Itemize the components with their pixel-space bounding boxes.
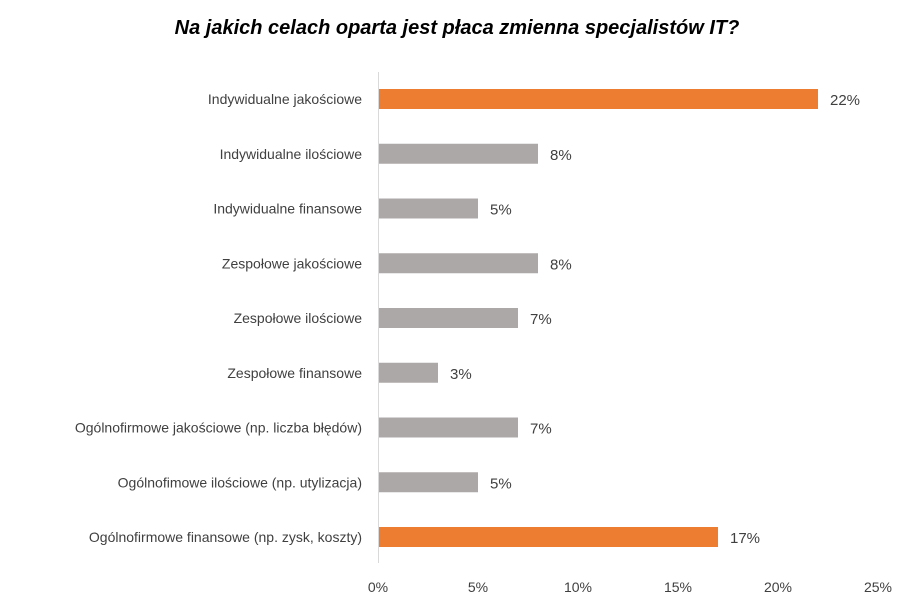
bar	[379, 417, 518, 438]
data-label: 5%	[490, 202, 512, 219]
x-tick-label: 0%	[368, 579, 388, 595]
data-label: 3%	[450, 366, 472, 383]
x-tick-label: 10%	[564, 579, 592, 595]
data-label: 7%	[530, 311, 552, 328]
category-label: Indywidualne jakościowe	[208, 91, 362, 107]
category-label: Indywidualne finansowe	[213, 201, 362, 217]
data-label: 8%	[550, 147, 572, 164]
data-label: 17%	[730, 530, 760, 547]
category-label: Zespołowe finansowe	[227, 365, 362, 381]
bar	[379, 472, 478, 493]
x-tick-label: 5%	[468, 579, 488, 595]
x-tick-label: 20%	[764, 579, 792, 595]
bar	[379, 527, 718, 547]
category-label: Zespołowe ilościowe	[234, 310, 363, 326]
data-label: 5%	[490, 475, 512, 492]
bar	[379, 198, 478, 219]
bar	[379, 143, 538, 164]
bar	[379, 253, 538, 274]
category-label: Ogólnofirmowe finansowe (np. zysk, koszt…	[89, 529, 362, 545]
category-label: Ogólnofimowe ilościowe (np. utylizacja)	[118, 474, 362, 490]
category-label: Zespołowe jakościowe	[222, 255, 362, 271]
data-label: 8%	[550, 256, 572, 273]
data-label: 22%	[830, 92, 860, 109]
bar	[379, 89, 818, 109]
chart-title: Na jakich celach oparta jest płaca zmien…	[174, 17, 740, 39]
x-tick-label: 25%	[864, 579, 892, 595]
category-label: Indywidualne ilościowe	[220, 146, 363, 162]
bar	[379, 308, 518, 328]
category-label: Ogólnofirmowe jakościowe (np. liczba błę…	[75, 420, 362, 436]
data-label: 7%	[530, 421, 552, 438]
bar	[379, 362, 438, 383]
x-tick-label: 15%	[664, 579, 692, 595]
